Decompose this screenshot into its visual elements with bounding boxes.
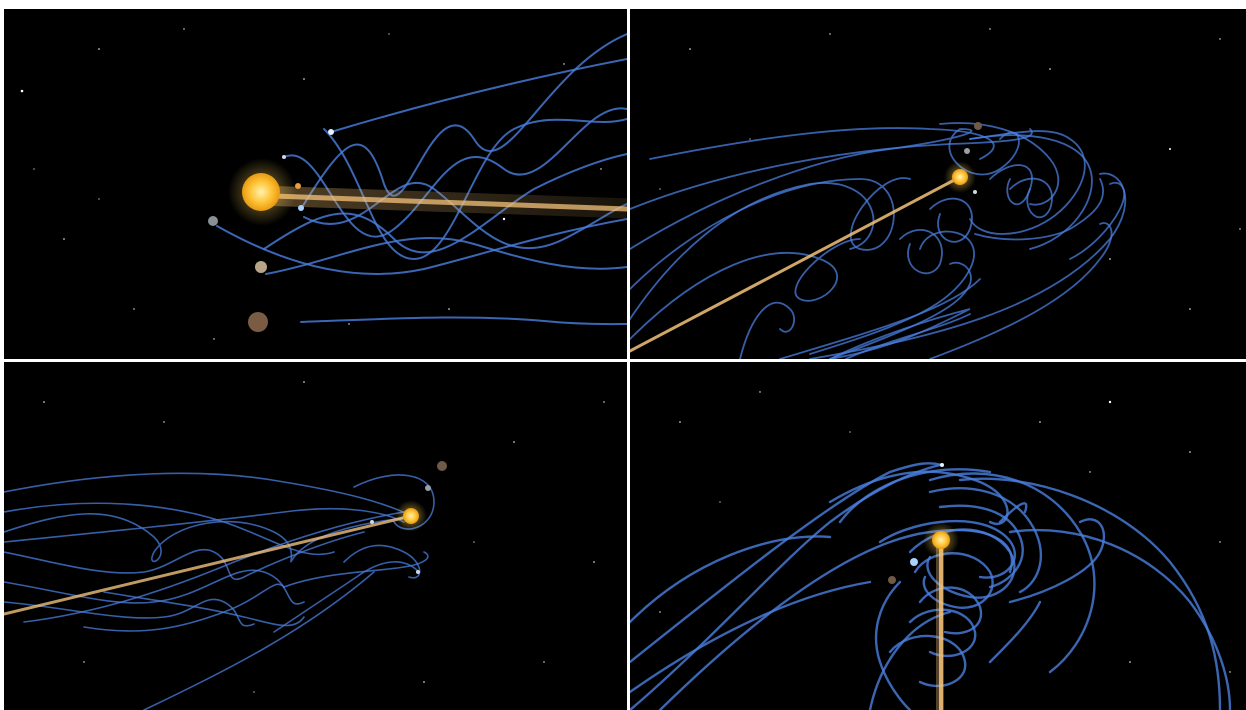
panel-oblique-view [630, 9, 1246, 359]
planets [888, 463, 944, 584]
panel-oblique-far-view [4, 362, 627, 710]
planets [370, 461, 447, 574]
stars [659, 391, 1231, 673]
stars [20, 28, 602, 340]
solar-system-oblique-far-scene [4, 381, 605, 710]
solar-system-top-down-scene [630, 391, 1232, 710]
sun-icon [932, 531, 950, 549]
panel-side-view [4, 9, 627, 359]
stars [43, 381, 605, 693]
panel-top-down-view [630, 362, 1246, 710]
planets [964, 122, 982, 194]
planets [208, 129, 334, 332]
sun-icon [242, 173, 280, 211]
sun-icon [403, 508, 419, 524]
solar-system-side-scene [20, 28, 627, 340]
orbit-trails [4, 472, 435, 710]
stars [659, 28, 1241, 310]
orbit-trails [630, 122, 1127, 359]
sun-icon [952, 169, 968, 185]
solar-system-oblique-scene [630, 28, 1241, 359]
orbit-trails [630, 462, 1232, 710]
